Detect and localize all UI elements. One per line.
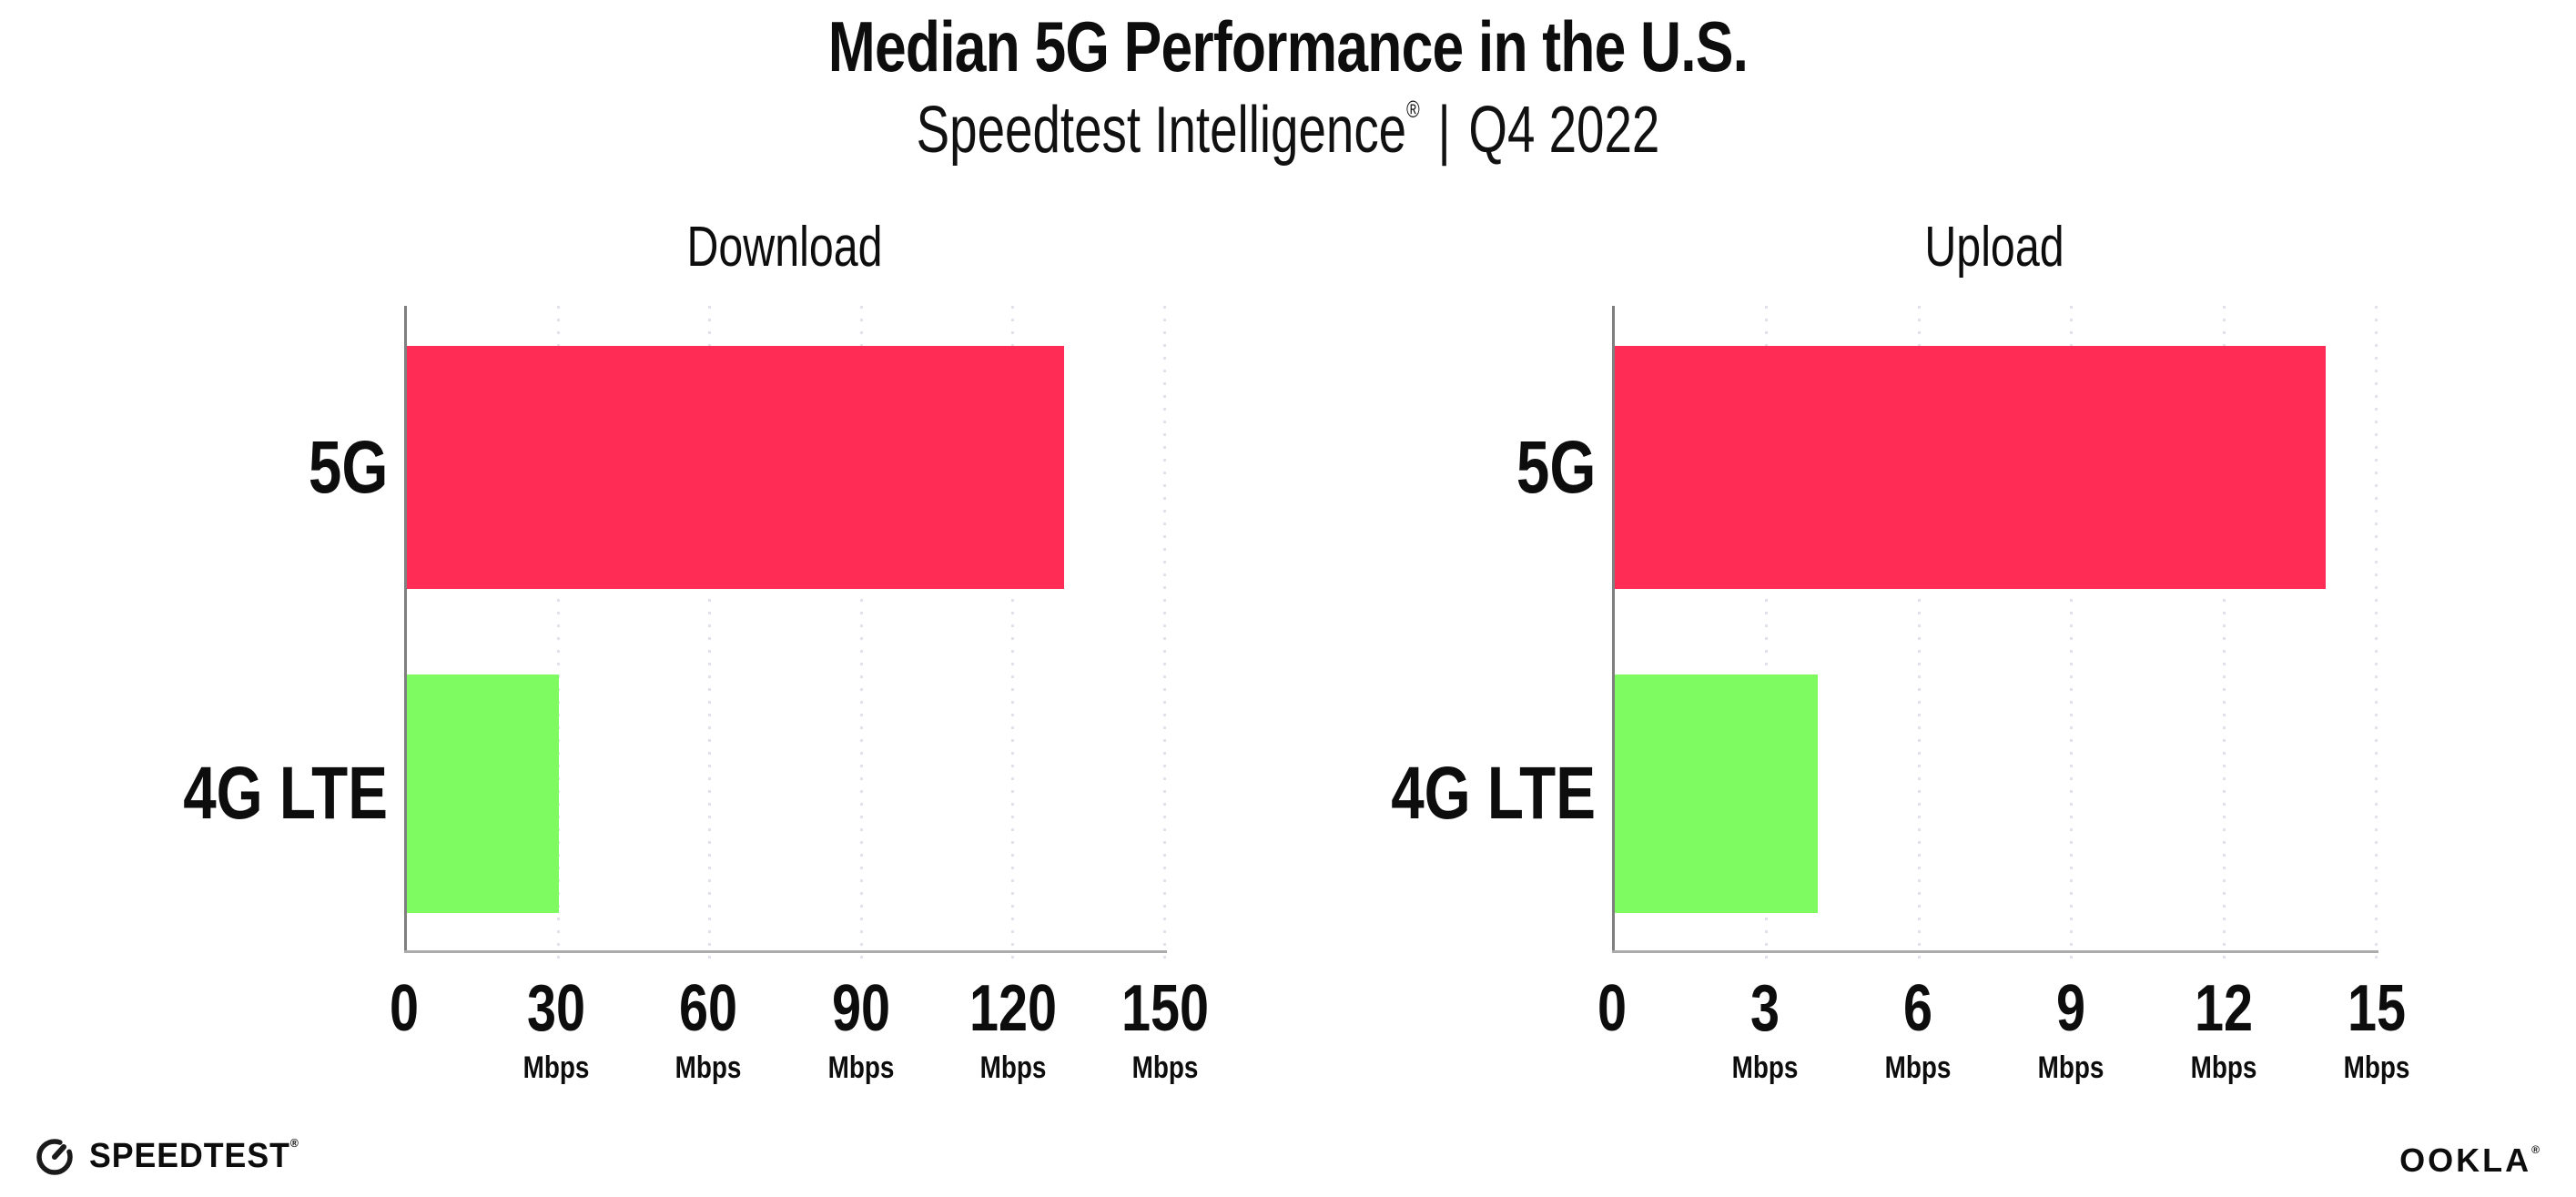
gridline	[859, 306, 863, 965]
x-tick-label: 90 Mbps	[827, 972, 894, 1085]
gridline	[2222, 306, 2226, 965]
gridline	[1163, 306, 1166, 965]
gridline	[2375, 306, 2378, 965]
registered-mark: ®	[1406, 96, 1420, 123]
x-tick-label: 150 Mbps	[1121, 972, 1210, 1085]
upload-plot-area	[1612, 306, 2378, 965]
speedtest-logo: SPEEDTEST®	[33, 1134, 313, 1178]
ookla-logo: OOKLA®	[2399, 1141, 2540, 1180]
x-tick-label: 9 Mbps	[2037, 972, 2104, 1085]
ookla-wordmark: OOKLA	[2399, 1141, 2532, 1179]
x-tick-label: 12 Mbps	[2190, 972, 2257, 1085]
gridline	[1765, 306, 1769, 965]
bar-4g-lte-upload	[1615, 675, 1819, 913]
x-tick-label: 30 Mbps	[522, 972, 590, 1085]
category-label-5g: 5G	[1516, 425, 1596, 509]
subtitle-separator: |	[1437, 94, 1451, 167]
registered-mark: ®	[2531, 1143, 2540, 1156]
x-tick-label: 0	[1597, 972, 1628, 1045]
speedtest-gauge-icon	[36, 1139, 73, 1175]
category-label-5g: 5G	[308, 425, 388, 509]
x-tick-label: 15 Mbps	[2343, 972, 2410, 1085]
bar-5g-download	[407, 346, 1064, 589]
download-chart-title: Download	[686, 216, 883, 279]
page-subtitle: Speedtest Intelligence® | Q4 2022	[309, 93, 2267, 167]
x-axis-line	[1612, 950, 2378, 953]
bar-4g-lte-download	[407, 675, 559, 913]
speedtest-wordmark: SPEEDTEST®	[89, 1136, 299, 1175]
gridline	[1011, 306, 1015, 965]
upload-chart: Upload 5G 4G LTE 0 3 Mbps 6 Mbps	[1391, 216, 2409, 1083]
x-tick-label: 0	[389, 972, 420, 1045]
download-plot-area	[404, 306, 1167, 965]
x-tick-label: 3 Mbps	[1731, 972, 1799, 1085]
category-label-4g-lte: 4G LTE	[183, 752, 388, 835]
upload-chart-title: Upload	[1924, 216, 2064, 279]
download-chart: Download 5G 4G LTE 0 30 Mbps 60 Mbps	[183, 216, 1209, 1083]
upload-x-ticks: 0 3 Mbps 6 Mbps 9 Mbps 12 Mbps 15 Mbps	[1597, 972, 2409, 1131]
x-tick-label: 120 Mbps	[969, 972, 1057, 1085]
category-label-4g-lte: 4G LTE	[1391, 752, 1596, 835]
x-axis-line	[404, 950, 1167, 953]
download-x-ticks: 0 30 Mbps 60 Mbps 90 Mbps 120 Mbps 150 M…	[390, 972, 1209, 1131]
bar-5g-upload	[1615, 346, 2327, 589]
subtitle-brand: Speedtest Intelligence	[916, 94, 1407, 167]
x-tick-label: 6 Mbps	[1884, 972, 1952, 1085]
gridline	[2070, 306, 2074, 965]
gridline	[708, 306, 712, 965]
subtitle-period: Q4 2022	[1468, 94, 1660, 167]
registered-mark: ®	[289, 1136, 299, 1150]
gridline	[1917, 306, 1921, 965]
gridline	[556, 306, 560, 965]
page-title: Median 5G Performance in the U.S.	[827, 6, 1749, 86]
x-tick-label: 60 Mbps	[674, 972, 742, 1085]
